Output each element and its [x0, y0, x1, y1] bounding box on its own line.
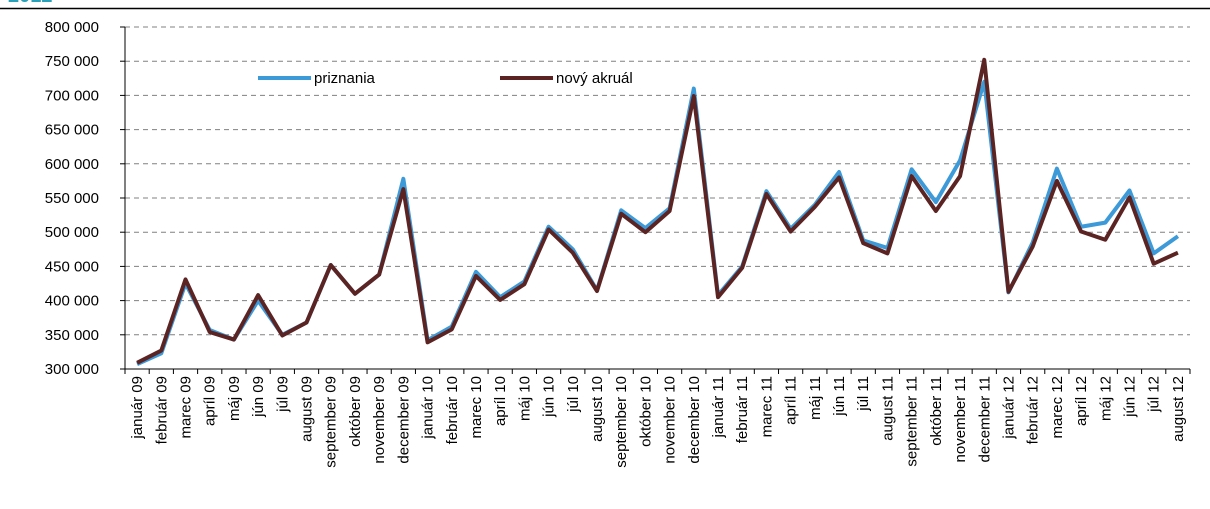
x-tick-label: január 10 [420, 376, 437, 440]
x-tick-label: august 10 [589, 376, 606, 442]
y-tick-label: 800 000 [45, 19, 99, 36]
x-tick-label: august 09 [299, 376, 316, 442]
x-tick-label: marec 11 [758, 376, 775, 437]
x-tick-label: november 11 [952, 376, 969, 462]
x-tick-label: apríl 10 [492, 376, 509, 426]
x-tick-label: december 11 [976, 376, 993, 462]
y-tick-label: 450 000 [45, 258, 99, 275]
y-tick-label: 550 000 [45, 190, 99, 207]
x-tick-label: február 12 [1025, 376, 1042, 444]
legend-label: priznania [314, 70, 376, 87]
x-tick-label: september 09 [323, 376, 340, 468]
x-tick-label: august 12 [1170, 376, 1187, 442]
x-tick-label: január 09 [129, 376, 146, 440]
y-tick-label: 700 000 [45, 87, 99, 104]
y-tick-label: 650 000 [45, 122, 99, 139]
x-tick-label: júl 09 [274, 376, 291, 413]
x-tick-label: november 10 [662, 376, 679, 464]
x-tick-label: február 11 [734, 376, 751, 443]
x-tick-label: jún 12 [1121, 376, 1138, 418]
x-tick-label: február 10 [444, 376, 461, 444]
y-tick-label: 750 000 [45, 53, 99, 70]
x-tick-label: máj 09 [226, 376, 243, 421]
x-tick-label: júl 12 [1146, 376, 1163, 413]
x-tick-label: marec 09 [178, 376, 195, 439]
legend-label: nový akruál [556, 70, 633, 87]
x-tick-label: september 11 [904, 376, 921, 467]
x-tick-label: marec 10 [468, 376, 485, 439]
x-tick-label: apríl 09 [202, 376, 219, 426]
x-tick-label: jún 11 [831, 376, 848, 417]
y-tick-label: 300 000 [45, 361, 99, 378]
y-tick-label: 350 000 [45, 327, 99, 344]
x-tick-label: október 11 [928, 376, 945, 446]
x-tick-label: júl 11 [855, 376, 872, 412]
x-tick-label: október 10 [637, 376, 654, 447]
x-tick-label: november 09 [371, 376, 388, 464]
x-tick-label: máj 12 [1097, 376, 1114, 421]
chart-title: 2012 [8, 0, 53, 7]
x-tick-label: marec 12 [1049, 376, 1066, 439]
x-tick-label: jún 10 [541, 376, 558, 418]
x-tick-label: apríl 11 [783, 376, 800, 425]
x-tick-label: august 11 [879, 376, 896, 441]
y-tick-label: 400 000 [45, 293, 99, 310]
x-tick-label: júl 10 [565, 376, 582, 413]
x-tick-label: január 11 [710, 376, 727, 438]
y-tick-label: 500 000 [45, 224, 99, 241]
x-tick-label: september 10 [613, 376, 630, 468]
x-tick-label: december 10 [686, 376, 703, 464]
x-tick-label: apríl 12 [1073, 376, 1090, 426]
x-tick-label: október 09 [347, 376, 364, 447]
x-tick-label: máj 10 [516, 376, 533, 421]
x-tick-label: február 09 [153, 376, 170, 444]
x-tick-label: máj 11 [807, 376, 824, 420]
x-tick-label: jún 09 [250, 376, 267, 418]
y-tick-label: 600 000 [45, 156, 99, 173]
series-line [136, 57, 1179, 365]
x-tick-label: január 12 [1000, 376, 1017, 440]
x-tick-label: december 09 [395, 376, 412, 464]
